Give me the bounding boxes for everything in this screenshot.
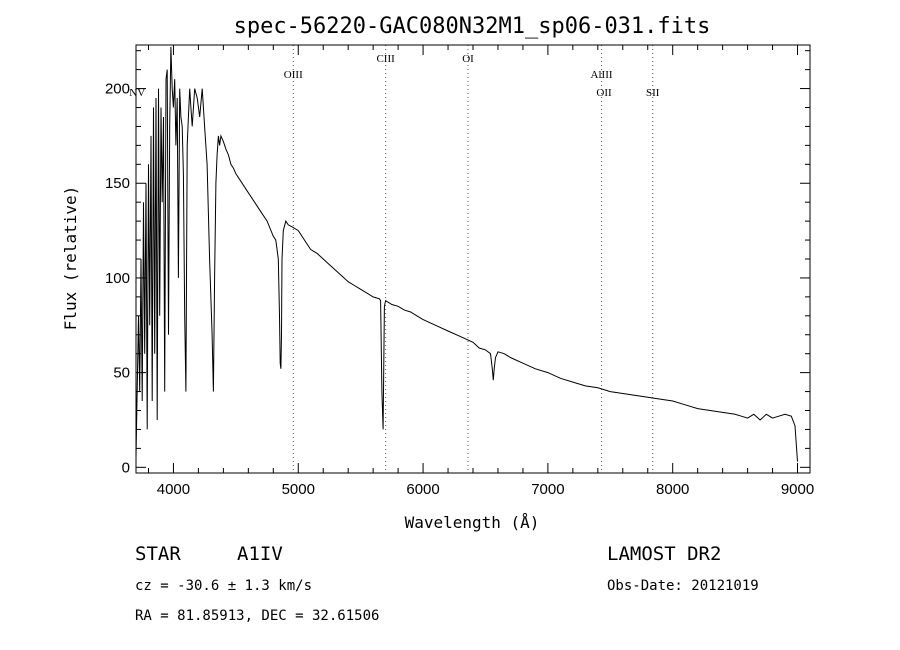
spectral-line-label: CIII	[376, 53, 395, 65]
redshift-cz: cz = -30.6 ± 1.3 km/s	[135, 578, 312, 594]
chart-title: spec-56220-GAC080N32M1_sp06-031.fits	[234, 14, 711, 39]
object-type: STAR	[135, 543, 181, 565]
x-tick-label: 5000	[282, 481, 315, 498]
spectral-line-label: OIII	[284, 69, 303, 81]
spectral-line-label: SII	[646, 87, 660, 99]
obs-date: Obs-Date: 20121019	[607, 578, 759, 594]
survey-name: LAMOST DR2	[607, 543, 721, 565]
y-tick-label: 0	[122, 459, 130, 476]
spectral-line-label: OII	[596, 87, 612, 99]
spectral-lines: NV OIII CIII OI AlIII OII SII	[129, 45, 660, 473]
plot-frame	[135, 44, 811, 474]
spectral-line-label: OI	[462, 53, 474, 65]
x-tick-label: 8000	[656, 481, 689, 498]
x-tick-label: 6000	[406, 481, 439, 498]
y-tick-label: 150	[105, 175, 130, 192]
spectrum-line	[136, 46, 798, 462]
subclass: A1IV	[237, 543, 283, 565]
coordinates: RA = 81.85913, DEC = 32.61506	[135, 608, 379, 624]
spectral-line-label: NV	[129, 87, 145, 99]
y-tick-label: 100	[105, 270, 130, 287]
x-tick-label: 4000	[157, 481, 190, 498]
y-axis-label: Flux (relative)	[61, 186, 80, 331]
x-tick-label: 7000	[531, 481, 564, 498]
spectral-line-label: AlIII	[591, 69, 613, 81]
x-axis-label: Wavelength (Å)	[405, 513, 540, 532]
y-tick-label: 200	[105, 81, 130, 98]
x-tick-label: 9000	[781, 481, 814, 498]
plot-series	[136, 46, 798, 462]
y-tick-label: 50	[113, 365, 130, 382]
plot-axes: 4000 5000 6000 7000 8000 9000 0 50 100 150 200	[105, 44, 814, 498]
